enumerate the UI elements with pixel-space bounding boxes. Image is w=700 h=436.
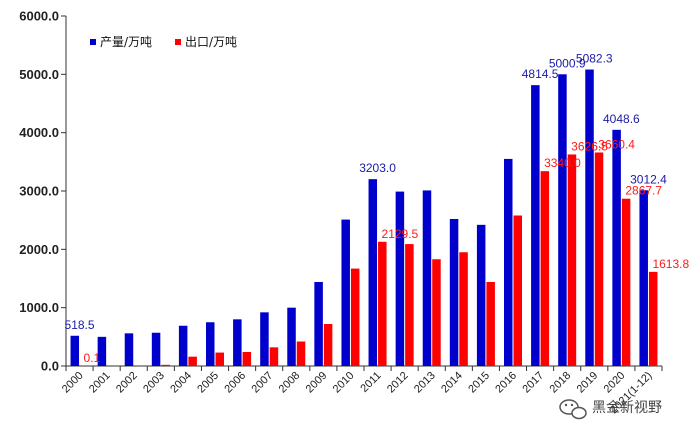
production-bar bbox=[178, 325, 188, 366]
production-bar bbox=[151, 332, 161, 366]
export-label: 3660.4 bbox=[598, 137, 635, 151]
production-bar bbox=[639, 190, 648, 366]
production-label: 4048.6 bbox=[603, 112, 640, 126]
y-tick-label: 1000.0 bbox=[19, 300, 59, 315]
production-bar bbox=[97, 336, 107, 366]
y-axis: 0.0 1000.0 2000.0 3000.0 4000.0 5000.0 6000.0 bbox=[19, 9, 67, 374]
export-bar bbox=[215, 352, 224, 366]
production-bar bbox=[314, 282, 323, 366]
x-tick-label: 2007 bbox=[250, 370, 276, 396]
x-tick-label: 2014 bbox=[439, 370, 465, 396]
x-tick-label: 2006 bbox=[222, 370, 248, 396]
export-bar bbox=[459, 252, 468, 366]
production-label: 4814.5 bbox=[522, 67, 559, 81]
export-bar bbox=[269, 347, 279, 366]
x-tick-label: 2018 bbox=[548, 370, 574, 396]
y-tick-label: 3000.0 bbox=[19, 184, 59, 199]
x-tick-label: 2001 bbox=[87, 370, 113, 396]
production-bar bbox=[124, 333, 134, 366]
x-tick-label: 2002 bbox=[114, 370, 140, 396]
export-bar bbox=[161, 364, 170, 366]
x-axis: 2000 2001 2002 2003 2004 2005 2006 2007 2008 2009… bbox=[60, 365, 663, 416]
legend-export-label: 出口/万吨 bbox=[185, 35, 237, 49]
legend: 产量/万吨 出口/万吨 bbox=[90, 35, 237, 49]
watermark-text: 黑金新视野 bbox=[592, 400, 662, 416]
export-bar bbox=[486, 282, 495, 366]
production-bar bbox=[341, 219, 350, 366]
export-bar bbox=[350, 268, 360, 366]
export-label: 0.1 bbox=[84, 351, 101, 365]
export-bar bbox=[432, 259, 441, 366]
x-tick-label: 2019 bbox=[575, 370, 601, 396]
production-label: 5082.3 bbox=[576, 52, 613, 66]
export-bar bbox=[323, 324, 333, 366]
x-tick-label: 2003 bbox=[141, 370, 167, 396]
legend-export-swatch bbox=[175, 39, 181, 45]
export-bar bbox=[296, 341, 306, 366]
export-bar bbox=[242, 352, 252, 366]
export-bar bbox=[567, 154, 577, 366]
wechat-icon bbox=[559, 399, 587, 420]
bars bbox=[70, 69, 658, 367]
y-tick-label: 5000.0 bbox=[19, 67, 59, 82]
export-label: 2129.5 bbox=[382, 227, 419, 241]
production-bar bbox=[233, 319, 242, 366]
production-bar bbox=[260, 312, 269, 366]
production-bar bbox=[585, 69, 594, 366]
watermark: 黑金新视野 bbox=[559, 399, 662, 420]
y-tick-label: 2000.0 bbox=[19, 242, 59, 257]
production-bar bbox=[70, 335, 80, 366]
export-bar bbox=[378, 241, 387, 366]
production-label: 3012.4 bbox=[630, 172, 667, 186]
legend-production-label: 产量/万吨 bbox=[100, 35, 152, 49]
production-bar bbox=[449, 219, 459, 366]
x-tick-label: 2000 bbox=[60, 370, 86, 396]
x-tick-label: 2016 bbox=[493, 370, 519, 396]
production-bar bbox=[287, 307, 296, 366]
production-bar bbox=[504, 158, 513, 366]
x-tick-label: 2009 bbox=[304, 370, 330, 396]
production-bar bbox=[558, 74, 567, 367]
x-tick-label: 2010 bbox=[331, 370, 357, 396]
x-tick-label: 2004 bbox=[168, 370, 194, 396]
production-bar bbox=[422, 190, 432, 366]
export-bar bbox=[188, 356, 197, 366]
export-label: 1613.8 bbox=[652, 257, 689, 271]
export-bar bbox=[540, 171, 550, 366]
export-bar bbox=[594, 152, 604, 366]
x-tick-label: 2015 bbox=[466, 370, 492, 396]
x-tick-label: 2013 bbox=[412, 370, 438, 396]
x-tick-label: 2011 bbox=[358, 370, 383, 395]
export-label: 3626.5 bbox=[571, 139, 608, 153]
production-bar bbox=[206, 322, 215, 366]
production-bar bbox=[395, 191, 405, 366]
production-bar bbox=[612, 129, 621, 366]
export-bar bbox=[513, 215, 522, 366]
production-bar bbox=[368, 179, 378, 366]
export-bar bbox=[405, 244, 414, 366]
production-label: 518.5 bbox=[65, 318, 95, 332]
y-tick-label: 4000.0 bbox=[19, 125, 59, 140]
x-tick-label: 2012 bbox=[385, 370, 411, 396]
legend-production-swatch bbox=[90, 39, 96, 45]
production-bar bbox=[531, 85, 540, 366]
y-tick-label: 6000.0 bbox=[19, 9, 59, 24]
export-label: 2867.7 bbox=[625, 184, 662, 198]
x-tick-label: 2005 bbox=[195, 370, 221, 396]
export-bar bbox=[648, 271, 658, 366]
x-tick-label: 2008 bbox=[277, 370, 303, 396]
export-label: 3340.0 bbox=[544, 156, 581, 170]
production-bar bbox=[476, 224, 486, 366]
production-label: 3203.0 bbox=[359, 161, 396, 175]
y-tick-label: 0.0 bbox=[41, 359, 59, 374]
export-bar bbox=[621, 198, 631, 366]
x-tick-label: 2017 bbox=[520, 370, 546, 396]
production-label: 5000.9 bbox=[549, 56, 586, 70]
